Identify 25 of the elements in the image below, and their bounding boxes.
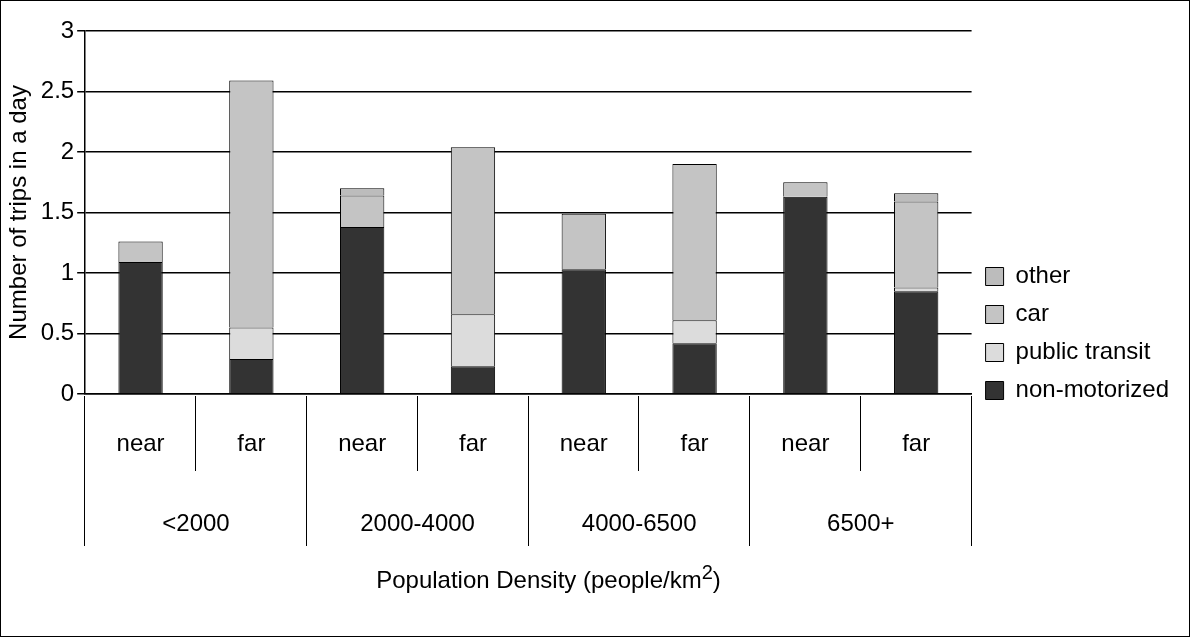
text: 6500+	[827, 508, 895, 536]
y-tick-label: 2.5	[40, 76, 75, 104]
text: 4000-6500	[581, 508, 697, 536]
x-tick-label: far	[902, 429, 931, 457]
legend-label: public transit	[1015, 337, 1151, 365]
y-tick-label: 1.5	[40, 197, 75, 225]
x-tick-label: far	[458, 429, 487, 457]
x-tick-label: far	[237, 429, 266, 457]
x-tick-label: far	[680, 429, 709, 457]
x-tick-label: near	[338, 429, 387, 457]
y-tick-label: 3	[60, 15, 75, 43]
legend-label: non-motorized	[1015, 375, 1170, 403]
x-tick-label: near	[559, 429, 608, 457]
legend-label: car	[1015, 299, 1049, 327]
x-tick-label: near	[781, 429, 830, 457]
y-axis-title: Number of trips in a day	[4, 85, 32, 340]
text: 2000-4000	[360, 508, 475, 536]
y-tick-label: 0	[60, 378, 75, 406]
y-tick-label: 1	[60, 257, 75, 285]
x-tick-label: near	[116, 429, 165, 457]
legend-label: other	[1015, 261, 1071, 289]
y-tick-label: 2	[60, 136, 75, 164]
text: <2000	[162, 508, 230, 536]
y-tick-label: 0.5	[40, 318, 75, 346]
x-axis-title: Population Density (people/km$^{2}$)	[375, 561, 722, 594]
